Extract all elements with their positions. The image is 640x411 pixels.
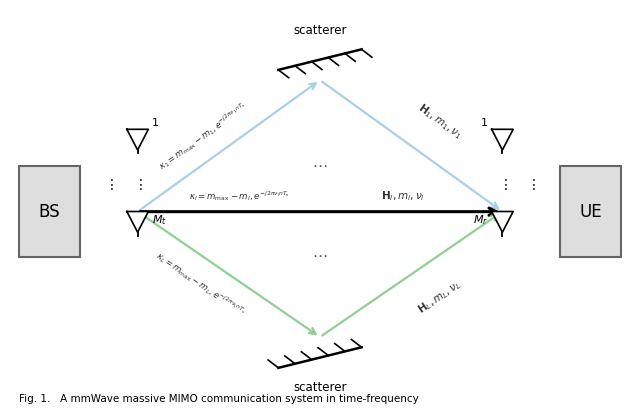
Text: Fig. 1.   A mmWave massive MIMO communication system in time-frequency: Fig. 1. A mmWave massive MIMO communicat… <box>19 394 419 404</box>
Text: scatterer: scatterer <box>293 381 347 395</box>
Text: $\cdots$: $\cdots$ <box>312 247 328 262</box>
Text: $M_t$: $M_t$ <box>152 213 166 227</box>
Text: 1: 1 <box>481 118 488 128</box>
Text: $\kappa_L = m_{\max} - m_L, e^{-j2\pi\nu_L nT_s}$: $\kappa_L = m_{\max} - m_L, e^{-j2\pi\nu… <box>152 249 248 320</box>
Polygon shape <box>127 129 148 150</box>
Text: scatterer: scatterer <box>293 24 347 37</box>
Polygon shape <box>492 212 513 232</box>
Text: 1: 1 <box>152 118 159 128</box>
Polygon shape <box>127 212 148 232</box>
Text: $\kappa_1 = m_{\max} - m_1, e^{-j2\pi\nu_1 nT_s}$: $\kappa_1 = m_{\max} - m_1, e^{-j2\pi\nu… <box>156 99 251 173</box>
Text: $\vdots$: $\vdots$ <box>104 178 114 192</box>
Text: $\mathbf{H}_L, m_L, \nu_L$: $\mathbf{H}_L, m_L, \nu_L$ <box>415 277 465 317</box>
Text: $\mathbf{H}_l, m_l, \nu_l$: $\mathbf{H}_l, m_l, \nu_l$ <box>381 189 425 203</box>
Text: BS: BS <box>39 203 60 221</box>
Text: $M_r$: $M_r$ <box>473 213 488 227</box>
Text: UE: UE <box>579 203 602 221</box>
Text: $\vdots$: $\vdots$ <box>132 178 143 192</box>
Text: $\mathbf{H}_1, m_1, \nu_1$: $\mathbf{H}_1, m_1, \nu_1$ <box>415 101 465 142</box>
Polygon shape <box>492 129 513 150</box>
Text: $\vdots$: $\vdots$ <box>497 178 508 192</box>
FancyBboxPatch shape <box>560 166 621 257</box>
Text: $\vdots$: $\vdots$ <box>526 178 536 192</box>
FancyBboxPatch shape <box>19 166 80 257</box>
Text: $\cdots$: $\cdots$ <box>312 157 328 172</box>
Text: $\kappa_l = m_{\max} - m_l, e^{-j2\pi\nu_l nT_s}$: $\kappa_l = m_{\max} - m_l, e^{-j2\pi\nu… <box>189 189 291 203</box>
